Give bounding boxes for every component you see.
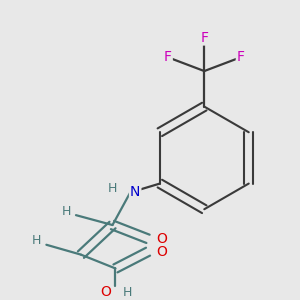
Text: F: F [237,50,245,64]
Text: F: F [164,50,172,64]
Text: H: H [61,205,71,218]
Text: H: H [123,286,132,298]
Text: O: O [156,245,167,259]
Text: O: O [100,285,111,299]
Text: H: H [32,234,41,247]
Text: F: F [200,31,208,44]
Text: H: H [108,182,117,195]
Text: O: O [156,232,167,246]
Text: N: N [130,185,140,200]
